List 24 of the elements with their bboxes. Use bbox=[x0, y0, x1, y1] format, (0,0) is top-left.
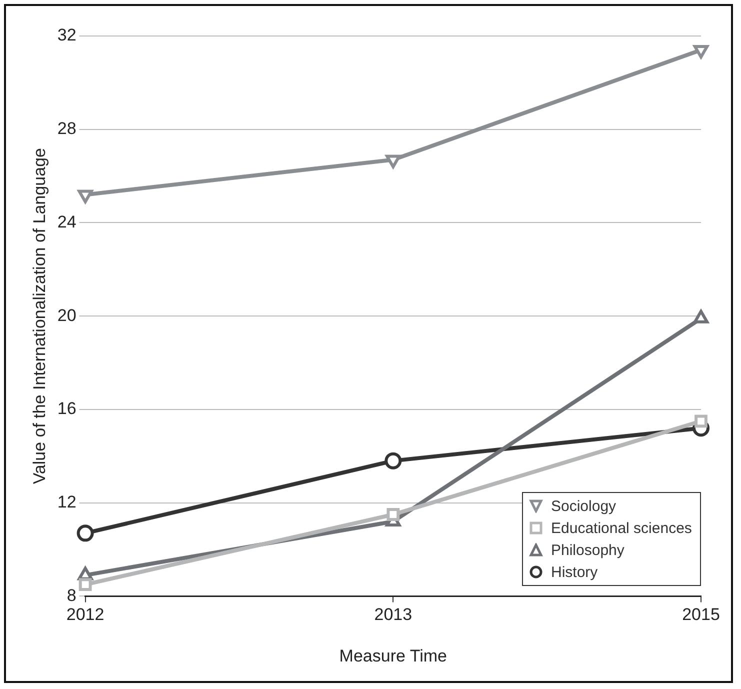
legend-label: Educational sciences bbox=[551, 520, 692, 537]
legend-label: Philosophy bbox=[551, 542, 624, 559]
point bbox=[76, 524, 94, 542]
y-tick-label: 20 bbox=[57, 306, 76, 325]
x-axis-title: Measure Time bbox=[339, 646, 448, 666]
y-axis-title: Value of the Internationalization of Language bbox=[30, 148, 49, 484]
x-tick-label: 2013 bbox=[374, 605, 412, 624]
y-tick-label: 8 bbox=[66, 586, 76, 605]
y-tick-label: 32 bbox=[57, 26, 76, 45]
x-tick-label: 2012 bbox=[66, 605, 104, 624]
legend-label: Sociology bbox=[551, 498, 616, 515]
point bbox=[693, 45, 709, 59]
point bbox=[384, 452, 402, 470]
point bbox=[386, 508, 400, 521]
y-tick-label: 28 bbox=[57, 119, 76, 138]
point bbox=[694, 414, 708, 428]
point bbox=[78, 190, 93, 204]
y-tick-label: 24 bbox=[57, 212, 76, 232]
point bbox=[78, 578, 92, 591]
point bbox=[386, 154, 401, 168]
y-tick-label: 16 bbox=[57, 399, 76, 418]
x-tick-label: 2015 bbox=[682, 605, 720, 624]
y-tick-label: 12 bbox=[57, 492, 76, 512]
legend-label: History bbox=[551, 564, 598, 581]
